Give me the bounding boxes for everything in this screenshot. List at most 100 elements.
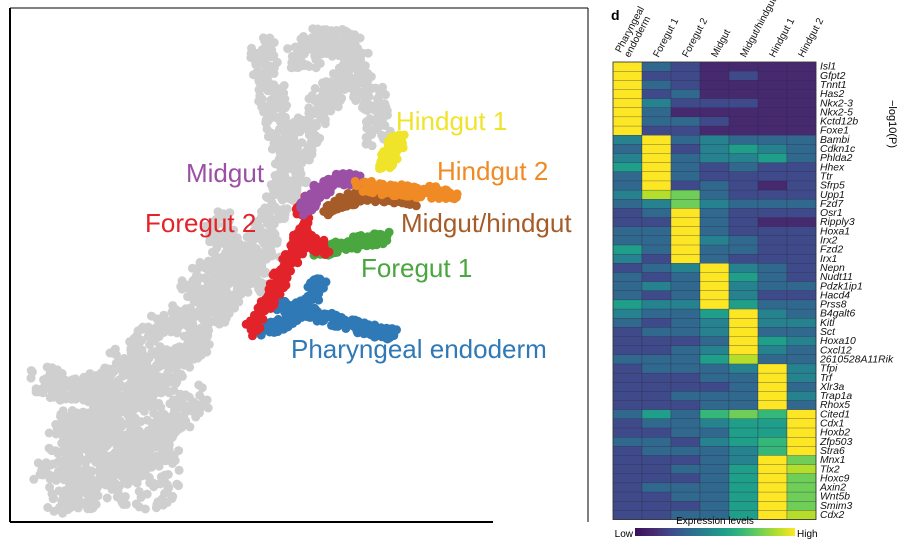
gene-label: Sct — [820, 327, 836, 338]
heatmap-cell — [728, 153, 759, 164]
heatmap-cell — [757, 427, 788, 438]
heatmap-cell — [699, 153, 730, 164]
heatmap-cell — [641, 217, 672, 228]
heatmap-cell — [786, 290, 817, 301]
heatmap-cell — [757, 162, 788, 173]
background-cell — [249, 235, 259, 245]
heatmap-cell — [728, 336, 759, 347]
cell-pharyngeal — [312, 310, 321, 320]
background-cell — [302, 60, 312, 70]
gene-label: Bambi — [820, 135, 850, 146]
background-cell — [369, 103, 379, 113]
gene-label: Mnx1 — [820, 455, 845, 466]
background-cell — [210, 281, 220, 290]
heatmap-cell — [641, 400, 672, 411]
heatmap-cell — [786, 208, 817, 218]
heatmap-cell — [728, 199, 759, 209]
background-cell — [186, 285, 196, 295]
background-cell — [249, 53, 259, 63]
heatmap-cell — [612, 217, 643, 228]
column-label: Hindgut 1 — [767, 16, 797, 59]
background-cell — [149, 429, 159, 439]
column-label: Foregut 2 — [680, 16, 710, 59]
background-cell — [87, 452, 97, 462]
svg-text:Foregut 2: Foregut 2 — [680, 16, 710, 59]
heatmap-cell — [612, 418, 643, 429]
background-cell — [290, 166, 300, 176]
cell-pharyngeal — [385, 333, 395, 343]
background-cell — [159, 372, 169, 382]
cell-pharyngeal — [299, 298, 309, 308]
heatmap-cell — [670, 144, 701, 154]
heatmap-cell — [612, 80, 643, 90]
heatmap-cell — [786, 510, 817, 520]
background-cell — [61, 424, 70, 434]
background-cell — [359, 61, 369, 71]
background-cell — [127, 476, 137, 485]
gene-label: Hhex — [820, 162, 845, 173]
background-cell — [154, 461, 164, 471]
heatmap-cell — [670, 272, 701, 282]
heatmap-cell — [641, 336, 672, 347]
heatmap-cell — [757, 199, 788, 209]
heatmap-cell — [728, 281, 759, 292]
gene-label: Kitl — [820, 318, 835, 329]
heatmap-cell — [699, 272, 730, 282]
gene-label: Trap1a — [820, 391, 852, 402]
background-cell — [280, 181, 290, 191]
background-cell — [196, 403, 206, 412]
background-cell — [261, 267, 271, 277]
heatmap-cell — [612, 318, 643, 328]
heatmap-cell — [699, 226, 730, 237]
heatmap-cell — [641, 171, 672, 182]
background-cell — [363, 48, 373, 58]
heatmap-cell — [699, 71, 730, 81]
heatmap-cell — [670, 153, 701, 164]
cell-midgut — [343, 179, 353, 189]
cluster-label-foregut1: Foregut 1 — [361, 253, 472, 283]
heatmap-cell — [699, 382, 730, 392]
cell-foregut1 — [379, 236, 389, 245]
heatmap-cell — [670, 89, 701, 99]
heatmap-cell — [670, 327, 701, 337]
background-cell — [59, 416, 69, 426]
heatmap-cell — [786, 308, 817, 319]
background-cell — [159, 346, 169, 356]
heatmap-cell — [699, 116, 730, 127]
background-cell — [218, 255, 228, 265]
heatmap-cell — [699, 125, 730, 136]
background-cell — [179, 410, 189, 420]
heatmap-cell — [699, 244, 730, 255]
heatmap-cell — [699, 217, 730, 228]
heatmap-cell — [699, 446, 730, 456]
heatmap-cell — [786, 345, 817, 356]
gene-label: Prss8 — [820, 300, 847, 311]
cell-foregut2 — [286, 266, 295, 276]
gene-label: Hoxa10 — [820, 336, 856, 347]
heatmap-cell — [757, 125, 788, 136]
heatmap-cell — [786, 61, 817, 72]
heatmap-cell — [612, 482, 643, 493]
heatmap-cell — [641, 61, 672, 72]
heatmap-cell — [641, 80, 672, 90]
heatmap-cell — [670, 318, 701, 328]
gene-label: Kctd12b — [820, 117, 858, 128]
heatmap-cell — [699, 199, 730, 209]
heatmap-cell — [641, 299, 672, 310]
heatmap-cell — [786, 372, 817, 383]
panel-letter: d — [611, 7, 620, 23]
heatmap-cell — [757, 253, 788, 264]
cell-pharyngeal — [384, 325, 394, 334]
heatmap-cell — [641, 372, 672, 383]
heatmap-cell — [786, 253, 817, 264]
background-cell — [234, 252, 244, 262]
background-cell — [270, 202, 280, 212]
background-cell — [336, 34, 346, 44]
heatmap-cell — [670, 436, 701, 447]
background-cell — [29, 474, 39, 484]
heatmap-cell — [728, 290, 759, 301]
heatmap-cell — [612, 354, 643, 365]
heatmap-cell — [728, 327, 759, 337]
heatmap-cell — [641, 391, 672, 401]
heatmap-cell — [699, 80, 730, 90]
